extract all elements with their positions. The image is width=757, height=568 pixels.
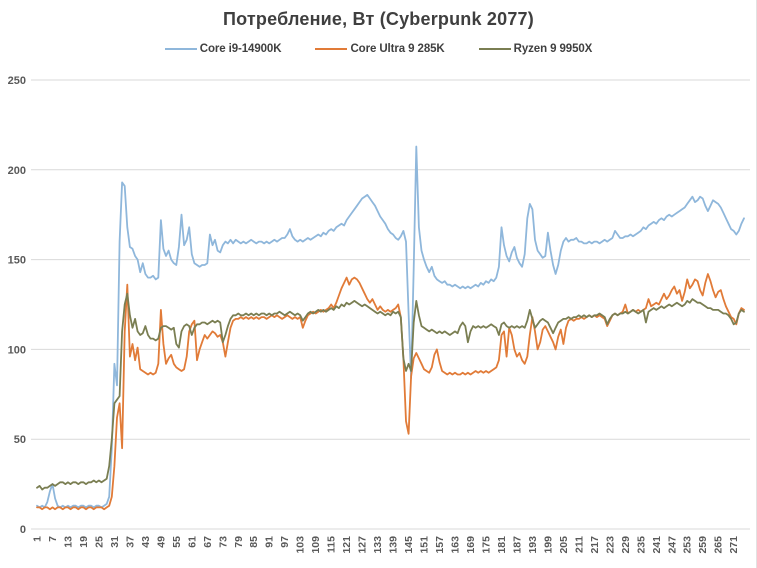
legend-item-core-i9-14900k: Core i9-14900K [164, 43, 282, 55]
x-axis-tick-label-7: 7 [47, 536, 59, 542]
legend-line-swatch-orange [315, 47, 348, 51]
x-axis-tick-label-223: 223 [604, 536, 616, 554]
legend-item-ryzen-9-9950x: Ryzen 9 9950X [478, 43, 593, 55]
legend-label: Core i9-14900K [199, 43, 282, 55]
x-axis-tick-label-157: 157 [434, 536, 446, 554]
x-axis-tick-label-121: 121 [341, 536, 353, 554]
y-axis-tick-label-200: 200 [8, 165, 26, 177]
x-axis-tick-label-49: 49 [155, 536, 167, 548]
x-axis-tick-label-271: 271 [728, 536, 740, 554]
x-axis-tick-label-55: 55 [171, 536, 183, 548]
x-axis-tick-label-73: 73 [217, 536, 229, 548]
x-axis-tick-label-217: 217 [589, 536, 601, 554]
legend-label: Ryzen 9 9950X [513, 43, 593, 55]
x-axis-tick-label-205: 205 [558, 536, 570, 554]
x-axis-tick-label-145: 145 [403, 536, 415, 554]
x-axis-tick-label-103: 103 [295, 536, 307, 554]
x-axis-tick-label-199: 199 [542, 536, 554, 554]
x-axis-tick-label-235: 235 [635, 536, 647, 554]
x-axis-tick-label-163: 163 [450, 536, 462, 554]
x-axis-tick-label-85: 85 [248, 536, 260, 548]
chart-title: Потребление, Вт (Cyberpunk 2077) [223, 9, 534, 29]
x-axis-tick-label-229: 229 [620, 536, 632, 554]
legend-label: Core Ultra 9 285K [350, 43, 445, 55]
x-axis-tick-label-43: 43 [140, 536, 152, 548]
series-line-core-i9-14900k [36, 145, 745, 509]
x-axis-tick-label-115: 115 [326, 536, 338, 553]
x-axis-tick-label-259: 259 [697, 536, 709, 554]
x-axis-tick-label-1: 1 [32, 536, 44, 542]
y-axis-tick-label-250: 250 [8, 75, 26, 87]
legend-line-swatch-blue [164, 47, 197, 51]
legend-line-swatch-olive [478, 47, 511, 51]
x-axis-tick-label-247: 247 [666, 536, 678, 554]
y-axis-tick-label-100: 100 [8, 344, 26, 356]
x-axis-tick-label-139: 139 [388, 536, 400, 554]
x-axis-tick-label-169: 169 [465, 536, 477, 554]
chart-legend: Core i9-14900K Core Ultra 9 285K Ryzen 9… [0, 43, 756, 55]
x-axis-tick-label-109: 109 [310, 536, 322, 554]
x-axis-tick-label-241: 241 [651, 536, 663, 554]
series-line-core-ultra-9-285k [36, 273, 745, 511]
legend-item-core-ultra-9-285k: Core Ultra 9 285K [315, 43, 445, 55]
x-axis-tick-label-265: 265 [713, 536, 725, 554]
x-axis-tick-label-151: 151 [419, 536, 431, 554]
y-axis-tick-label-50: 50 [14, 434, 26, 446]
x-axis-tick-label-19: 19 [78, 536, 90, 548]
x-axis-tick-label-193: 193 [527, 536, 539, 554]
x-axis-tick-label-61: 61 [186, 536, 198, 548]
x-axis-tick-label-181: 181 [496, 536, 508, 554]
x-axis-tick-label-31: 31 [109, 536, 121, 548]
x-axis-tick-label-187: 187 [511, 536, 523, 554]
x-axis-tick-label-25: 25 [93, 536, 105, 548]
x-axis-tick-label-13: 13 [62, 536, 74, 548]
x-axis-tick-label-97: 97 [279, 536, 291, 548]
x-axis-tick-label-127: 127 [357, 536, 369, 554]
x-axis-tick-label-211: 211 [573, 536, 585, 553]
x-axis-tick-label-37: 37 [124, 536, 136, 548]
y-axis-tick-label-150: 150 [8, 255, 26, 267]
x-axis-tick-label-91: 91 [264, 536, 276, 548]
x-axis-tick-label-67: 67 [202, 536, 214, 548]
x-axis-tick-label-133: 133 [372, 536, 384, 554]
series-line-ryzen-9-9950x [36, 292, 745, 491]
y-axis-tick-label-0: 0 [20, 524, 26, 536]
x-axis-tick-label-175: 175 [480, 536, 492, 554]
x-axis-tick-label-79: 79 [233, 536, 245, 548]
x-axis-tick-label-253: 253 [682, 536, 694, 554]
